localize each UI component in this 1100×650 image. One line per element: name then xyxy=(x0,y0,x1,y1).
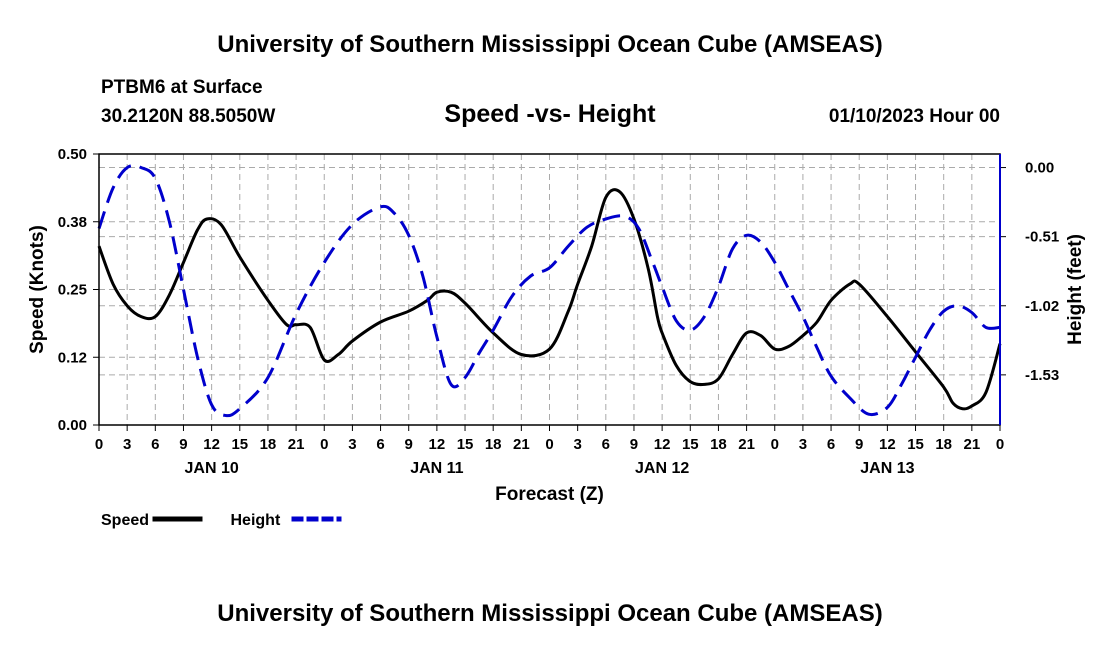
grid-lines xyxy=(99,154,1000,425)
x-tick-label: 12 xyxy=(203,436,220,453)
x-tick-label: 12 xyxy=(429,436,446,453)
chart-subtitle: Speed -vs- Height xyxy=(444,100,656,128)
y2-tick-label: -1.53 xyxy=(1025,367,1059,384)
chart-legend: Speed Height xyxy=(101,512,342,529)
x-tick-label: 15 xyxy=(457,436,474,453)
x-tick-label: 0 xyxy=(545,436,553,453)
x-tick-label: 6 xyxy=(827,436,835,453)
x-axis-label: Forecast (Z) xyxy=(495,484,604,505)
day-label: JAN 10 xyxy=(185,460,239,477)
chart-series xyxy=(97,164,1002,418)
x-tick-label: 3 xyxy=(573,436,581,453)
coordinates-label: 30.2120N 88.5050W xyxy=(101,106,276,127)
legend-label-speed: Speed xyxy=(101,512,149,529)
x-tick-label: 15 xyxy=(907,436,924,453)
x-tick-label: 18 xyxy=(710,436,727,453)
y-axis-label: Speed (Knots) xyxy=(27,225,48,354)
x-tick-label: 3 xyxy=(799,436,807,453)
x-tick-label: 0 xyxy=(320,436,328,453)
x-tick-label: 0 xyxy=(771,436,779,453)
series-line-speed xyxy=(97,188,1002,411)
forecast-datetime: 01/10/2023 Hour 00 xyxy=(828,106,1000,127)
day-label: JAN 11 xyxy=(410,460,463,477)
x-tick-label: 21 xyxy=(513,436,530,453)
y2-tick-label: -0.51 xyxy=(1025,229,1059,246)
legend-label-height: Height xyxy=(231,512,281,529)
chart-main-title: University of Southern Mississippi Ocean… xyxy=(217,31,883,58)
x-tick-label: 12 xyxy=(879,436,896,453)
station-label: PTBM6 at Surface xyxy=(101,77,263,98)
x-tick-label: 0 xyxy=(95,436,103,453)
x-tick-label: 21 xyxy=(738,436,755,453)
series-line-height xyxy=(97,164,1001,418)
x-tick-label: 9 xyxy=(630,436,638,453)
chart-axes: 0 3 6 9 12 15 18 21 0 3 6 9 12 15 18 21 0 3 6 9 12 15 18 21 0 3 6 9… xyxy=(58,146,1059,477)
x-tick-label: 6 xyxy=(602,436,610,453)
x-tick-label: 9 xyxy=(405,436,413,453)
footer-title: University of Southern Mississippi Ocean… xyxy=(217,600,883,627)
x-tick-label: 9 xyxy=(855,436,863,453)
y-tick-label: 0.50 xyxy=(58,146,87,163)
x-tick-label: 3 xyxy=(348,436,356,453)
y-tick-label: 0.38 xyxy=(58,214,87,231)
x-tick-label: 0 xyxy=(996,436,1004,453)
y2-tick-label: 0.00 xyxy=(1025,160,1054,177)
x-tick-label: 15 xyxy=(682,436,699,453)
x-tick-label: 6 xyxy=(376,436,384,453)
x-tick-label: 18 xyxy=(485,436,502,453)
x-tick-label: 21 xyxy=(964,436,981,453)
x-tick-label: 6 xyxy=(151,436,159,453)
x-tick-label: 18 xyxy=(935,436,952,453)
x-tick-label: 15 xyxy=(231,436,248,453)
x-tick-label: 12 xyxy=(654,436,671,453)
y-tick-label: 0.00 xyxy=(58,417,87,434)
y-tick-label: 0.25 xyxy=(58,282,87,299)
y-tick-label: 0.12 xyxy=(58,349,87,366)
y2-tick-label: -1.02 xyxy=(1025,298,1059,315)
day-label: JAN 13 xyxy=(860,460,914,477)
y2-axis-label: Height (feet) xyxy=(1065,234,1086,345)
x-tick-label: 18 xyxy=(260,436,277,453)
x-tick-label: 9 xyxy=(179,436,187,453)
day-label: JAN 12 xyxy=(635,460,689,477)
x-tick-label: 3 xyxy=(123,436,131,453)
x-tick-label: 21 xyxy=(288,436,305,453)
